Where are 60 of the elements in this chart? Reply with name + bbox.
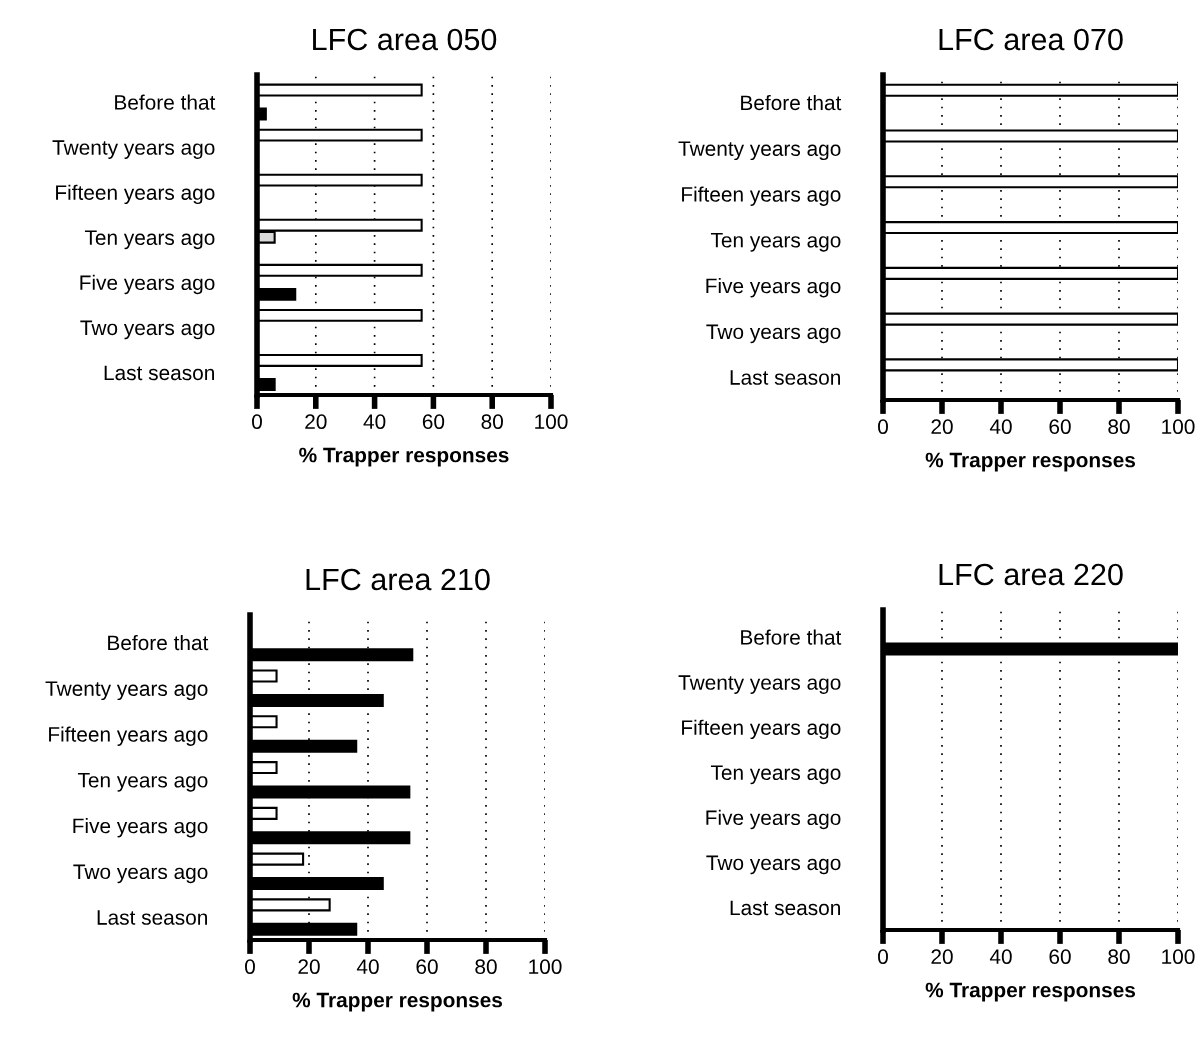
- chart-title: LFC area 210: [306, 568, 490, 591]
- y-tick-label: Two years ago: [80, 320, 215, 340]
- x-tick-label: 40: [989, 949, 1012, 965]
- y-tick-label: Fifteen years ago: [682, 186, 841, 206]
- chart-title: LFC area 050: [313, 28, 497, 51]
- y-tick-label: Before that: [741, 629, 842, 645]
- x-tick-label: 40: [363, 414, 386, 430]
- x-axis-title: % Trapper responses: [292, 992, 503, 1012]
- x-tick-label: 0: [878, 419, 888, 435]
- x-tick-label: 80: [1108, 419, 1130, 435]
- y-tick-label: Before that: [108, 634, 209, 651]
- x-tick-label: 60: [422, 414, 445, 430]
- x-tick-label: 40: [989, 419, 1012, 435]
- x-tick-label: 100: [1162, 949, 1195, 965]
- y-tick-label: Twenty years ago: [52, 140, 215, 159]
- y-tick-label: Ten years ago: [77, 773, 208, 792]
- x-tick-label: 80: [481, 414, 503, 430]
- x-tick-label: 80: [1108, 949, 1130, 965]
- x-axis-title: % Trapper responses: [925, 452, 1136, 472]
- x-tick-label: 60: [1049, 419, 1071, 435]
- x-tick-label: 0: [245, 959, 255, 975]
- y-tick-label: Five years ago: [706, 809, 841, 830]
- y-tick-label: Five years ago: [706, 278, 841, 298]
- y-tick-label: Twenty years ago: [45, 681, 208, 701]
- y-tick-label: Last season: [730, 900, 840, 916]
- y-tick-label: Five years ago: [73, 818, 208, 838]
- x-tick-label: 100: [529, 959, 562, 975]
- x-tick-label: 0: [252, 414, 262, 430]
- x-tick-label: 100: [1162, 419, 1195, 435]
- y-tick-label: Fifteen years ago: [56, 184, 215, 205]
- x-tick-label: 80: [475, 959, 497, 975]
- x-tick-label: 20: [298, 959, 320, 975]
- y-tick-label: Two years ago: [706, 855, 841, 875]
- y-tick-label: Two years ago: [706, 324, 841, 344]
- x-tick-label: 0: [878, 949, 888, 965]
- y-tick-label: Twenty years ago: [678, 141, 841, 161]
- y-tick-label: Ten years ago: [84, 230, 215, 250]
- x-axis-title: % Trapper responses: [925, 982, 1136, 1002]
- y-tick-label: Before that: [741, 94, 842, 111]
- y-tick-label: Before that: [115, 94, 216, 110]
- y-tick-label: Twenty years ago: [678, 675, 841, 694]
- chart-title: LFC area 220: [939, 563, 1123, 586]
- x-tick-label: 60: [416, 959, 438, 975]
- x-axis-title: % Trapper responses: [299, 447, 509, 467]
- y-tick-label: Last season: [97, 910, 207, 925]
- y-tick-label: Fifteen years ago: [49, 726, 208, 746]
- y-tick-label: Five years ago: [80, 274, 215, 295]
- x-tick-label: 20: [305, 414, 327, 430]
- y-tick-label: Last season: [104, 365, 214, 381]
- x-tick-label: 100: [535, 414, 568, 430]
- y-tick-label: Two years ago: [73, 864, 208, 884]
- chart-title: LFC area 070: [939, 28, 1123, 51]
- x-tick-label: 40: [356, 959, 379, 975]
- x-tick-label: 60: [1049, 949, 1071, 965]
- y-tick-label: Last season: [730, 370, 840, 385]
- y-tick-label: Ten years ago: [710, 233, 841, 252]
- x-tick-label: 20: [931, 419, 953, 435]
- y-tick-label: Ten years ago: [710, 765, 841, 785]
- y-tick-label: Fifteen years ago: [682, 719, 841, 740]
- x-tick-label: 20: [931, 949, 953, 965]
